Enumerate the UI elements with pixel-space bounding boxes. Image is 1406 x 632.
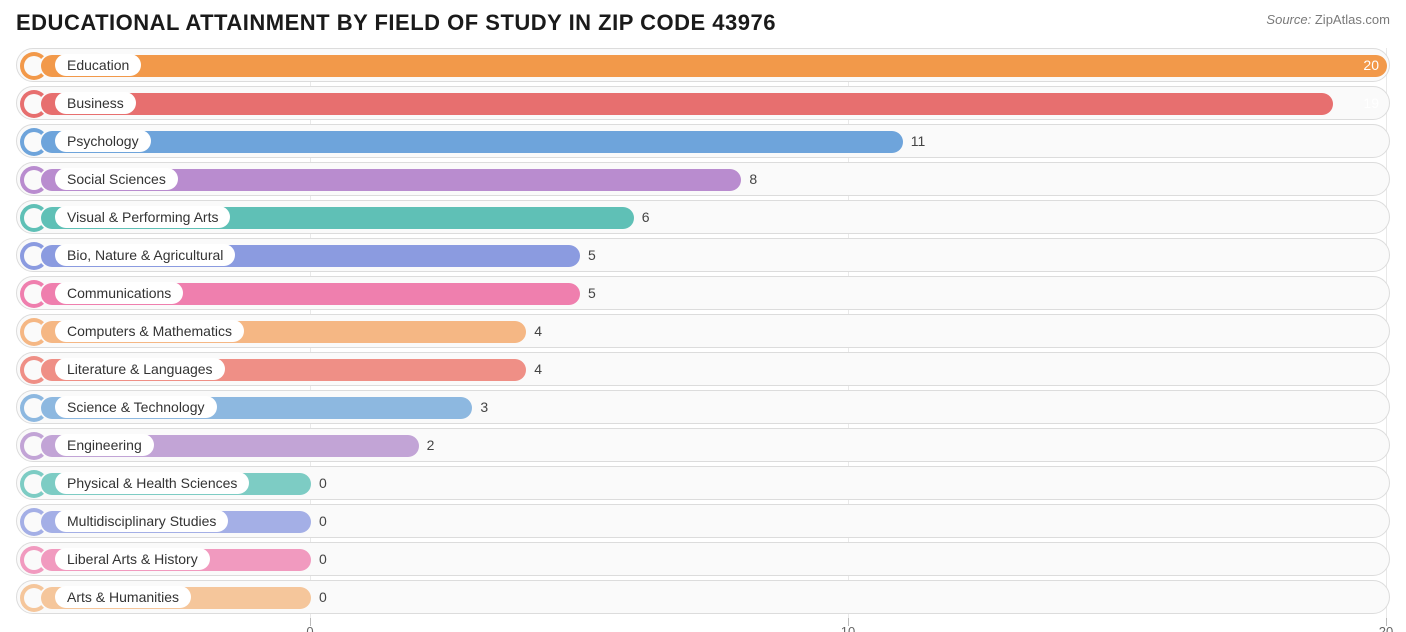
- bar-value: 19: [1363, 95, 1379, 111]
- bar-track: Liberal Arts & History 0: [16, 542, 1390, 576]
- bar-row: Education 20: [16, 48, 1390, 82]
- bar-track: Science & Technology 3: [16, 390, 1390, 424]
- bar-value: 4: [534, 361, 542, 377]
- bar-label: Arts & Humanities: [55, 586, 191, 608]
- bar-label: Education: [55, 54, 141, 76]
- bar-label: Physical & Health Sciences: [55, 472, 249, 494]
- bar-fill: [41, 55, 1387, 77]
- bar-label: Engineering: [55, 434, 154, 456]
- bar-value: 6: [642, 209, 650, 225]
- bar-row: Liberal Arts & History 0: [16, 542, 1390, 576]
- bar-track: Bio, Nature & Agricultural 5: [16, 238, 1390, 272]
- source-prefix: Source:: [1266, 12, 1311, 27]
- bar-row: Engineering 2: [16, 428, 1390, 462]
- bar-label: Communications: [55, 282, 183, 304]
- bar-label: Computers & Mathematics: [55, 320, 244, 342]
- bar-value: 0: [319, 513, 327, 529]
- axis-tick-label: 20: [1379, 624, 1393, 632]
- bar-row: Literature & Languages 4: [16, 352, 1390, 386]
- bar-track: Engineering 2: [16, 428, 1390, 462]
- chart-title: EDUCATIONAL ATTAINMENT BY FIELD OF STUDY…: [16, 10, 776, 36]
- bar-label: Business: [55, 92, 136, 114]
- bar-row: Science & Technology 3: [16, 390, 1390, 424]
- bar-track: Social Sciences 8: [16, 162, 1390, 196]
- bar-track: Psychology 11: [16, 124, 1390, 158]
- bar-label: Social Sciences: [55, 168, 178, 190]
- bar-value: 2: [427, 437, 435, 453]
- bar-value: 0: [319, 475, 327, 491]
- bar-track: Education 20: [16, 48, 1390, 82]
- axis-tick-label: 0: [306, 624, 313, 632]
- bar-track: Business 19: [16, 86, 1390, 120]
- bar-track: Visual & Performing Arts 6: [16, 200, 1390, 234]
- bar-label: Bio, Nature & Agricultural: [55, 244, 235, 266]
- bar-label: Visual & Performing Arts: [55, 206, 230, 228]
- axis-tick-label: 10: [841, 624, 855, 632]
- bar-row: Computers & Mathematics 4: [16, 314, 1390, 348]
- bar-label: Literature & Languages: [55, 358, 225, 380]
- source-name: ZipAtlas.com: [1315, 12, 1390, 27]
- bar-fill: [41, 93, 1333, 115]
- bar-value: 0: [319, 551, 327, 567]
- bar-track: Computers & Mathematics 4: [16, 314, 1390, 348]
- bar-track: Physical & Health Sciences 0: [16, 466, 1390, 500]
- bar-row: Visual & Performing Arts 6: [16, 200, 1390, 234]
- bar-label: Multidisciplinary Studies: [55, 510, 228, 532]
- chart-area: Education20Business19Psychology11Social …: [16, 48, 1390, 632]
- bar-row: Physical & Health Sciences 0: [16, 466, 1390, 500]
- bar-value: 3: [480, 399, 488, 415]
- bar-row: Psychology 11: [16, 124, 1390, 158]
- bar-label: Psychology: [55, 130, 151, 152]
- bar-row: Communications 5: [16, 276, 1390, 310]
- bar-row: Arts & Humanities 0: [16, 580, 1390, 614]
- bar-value: 4: [534, 323, 542, 339]
- bar-value: 20: [1363, 57, 1379, 73]
- bar-value: 0: [319, 589, 327, 605]
- bar-fill: [41, 131, 903, 153]
- x-axis: 0 10 20: [16, 618, 1390, 632]
- bar-row: Bio, Nature & Agricultural 5: [16, 238, 1390, 272]
- bar-value: 5: [588, 247, 596, 263]
- chart-source: Source: ZipAtlas.com: [1266, 10, 1390, 27]
- bar-track: Multidisciplinary Studies 0: [16, 504, 1390, 538]
- bar-track: Communications 5: [16, 276, 1390, 310]
- bar-row: Social Sciences 8: [16, 162, 1390, 196]
- bar-value: 5: [588, 285, 596, 301]
- bar-track: Arts & Humanities 0: [16, 580, 1390, 614]
- bar-value: 11: [911, 133, 926, 149]
- bar-value: 8: [749, 171, 757, 187]
- bar-label: Science & Technology: [55, 396, 217, 418]
- bar-track: Literature & Languages 4: [16, 352, 1390, 386]
- bar-row: Multidisciplinary Studies 0: [16, 504, 1390, 538]
- bar-label: Liberal Arts & History: [55, 548, 210, 570]
- bar-row: Business 19: [16, 86, 1390, 120]
